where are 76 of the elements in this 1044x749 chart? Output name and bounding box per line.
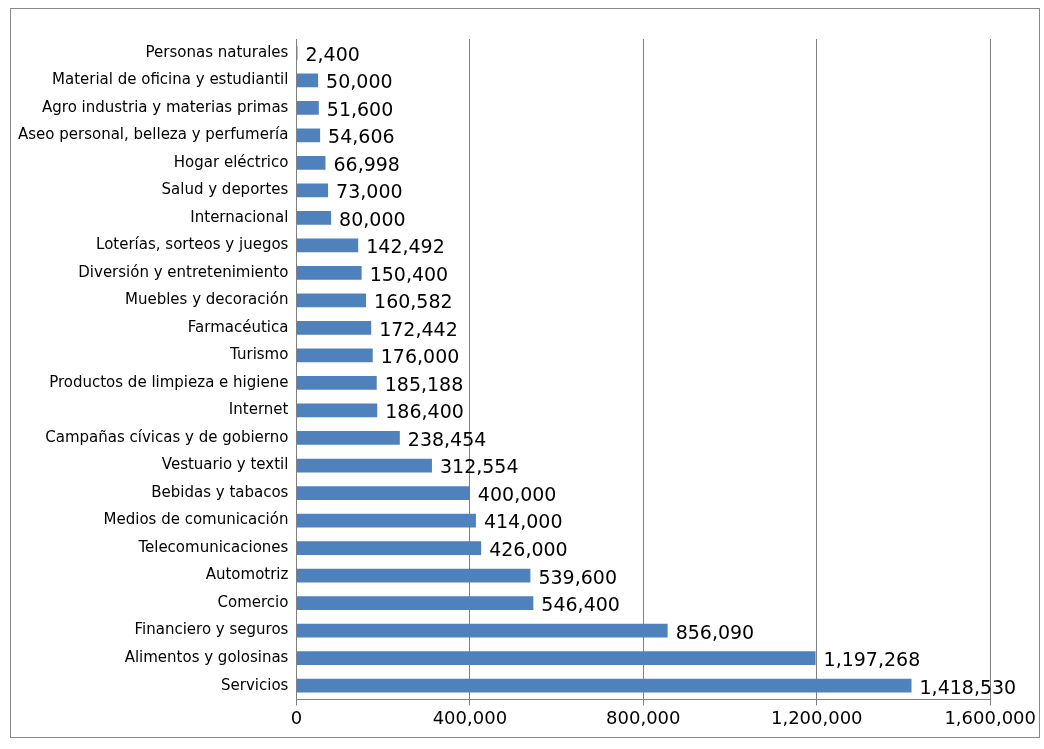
bar [296, 513, 476, 528]
y-tick-label: Comercio [217, 592, 289, 611]
y-tick-label: Diversión y entretenimiento [78, 262, 289, 281]
data-label: 1,197,268 [823, 648, 921, 671]
data-label: 150,400 [369, 262, 449, 285]
bar [296, 321, 372, 335]
x-tick-label: 1,200,000 [770, 706, 863, 728]
data-label: 176,000 [380, 345, 460, 368]
y-tick-label: Internet [228, 400, 289, 419]
bar [296, 210, 332, 225]
bar [296, 73, 319, 88]
y-tick-label: Vestuario y textil [161, 455, 289, 474]
x-tick-label: 1,600,000 [944, 706, 1036, 728]
data-label: 186,400 [385, 400, 464, 423]
bar [296, 183, 329, 198]
y-tick-label: Internacional [190, 207, 289, 226]
x-tick-label: 800,000 [606, 706, 681, 728]
data-label: 1,418,530 [919, 675, 1017, 698]
bar [296, 596, 534, 610]
y-tick-label: Material de oficina y estudiantil [52, 70, 289, 89]
data-label: 400,000 [477, 482, 557, 505]
bar [296, 486, 470, 500]
y-tick-label: Servicios [221, 675, 289, 694]
bar [296, 541, 482, 555]
data-label: 54,606 [328, 125, 395, 148]
y-tick-label: Personas naturales [145, 42, 289, 61]
bar [296, 458, 432, 473]
bar [296, 568, 531, 583]
data-label: 142,492 [366, 235, 445, 258]
bar [296, 100, 319, 115]
data-label: 238,454 [407, 427, 487, 450]
y-tick-label: Turismo [229, 345, 289, 364]
bar [296, 678, 912, 693]
bar [296, 651, 816, 665]
data-label: 160,582 [374, 290, 453, 313]
x-tick-label: 400,000 [432, 706, 508, 728]
y-tick-label: Salud y deportes [161, 180, 289, 199]
data-label: 2,400 [305, 42, 360, 65]
bar [296, 238, 359, 253]
data-label: 312,554 [439, 455, 519, 478]
data-label: 172,442 [379, 317, 458, 340]
bar [296, 128, 321, 143]
y-tick-label: Campañas cívicas y de gobierno [45, 427, 289, 446]
data-label: 66,998 [333, 152, 400, 175]
y-tick-label: Medios de comunicación [103, 510, 289, 529]
y-tick-label: Bebidas y tabacos [151, 482, 289, 501]
data-label: 51,600 [326, 97, 394, 120]
data-label: 856,090 [675, 620, 755, 643]
y-tick-label: Alimentos y golosinas [124, 648, 289, 667]
data-label: 50,000 [326, 70, 393, 93]
y-tick-label: Automotriz [205, 565, 289, 584]
bar [296, 403, 378, 418]
data-label: 414,000 [483, 510, 563, 533]
x-tick-label: 0 [290, 706, 303, 728]
y-tick-label: Muebles y decoración [124, 290, 289, 309]
data-label: 546,400 [541, 593, 620, 616]
data-label: 426,000 [489, 538, 568, 560]
y-tick-label: Financiero y seguros [134, 620, 289, 639]
y-tick-label: Loterías, sorteos y juegos [96, 235, 289, 254]
y-tick-label: Telecomunicaciones [137, 537, 289, 556]
bar [296, 293, 367, 308]
y-tick-label: Aseo personal, belleza y perfumería [17, 125, 289, 144]
data-label: 73,000 [336, 180, 403, 203]
y-tick-label: Productos de limpieza e higiene [49, 372, 289, 391]
y-tick-label: Agro industria y materias primas [42, 97, 289, 116]
bar [296, 266, 362, 280]
data-label: 539,600 [538, 565, 617, 588]
bar [296, 623, 668, 638]
data-label: 80,000 [339, 207, 406, 230]
bar [296, 348, 373, 363]
bar [296, 376, 377, 390]
y-tick-label: Farmacéutica [187, 317, 289, 336]
data-label: 185,188 [384, 372, 464, 395]
y-tick-label: Hogar eléctrico [173, 152, 289, 171]
bar [296, 155, 326, 170]
bar [296, 431, 400, 445]
